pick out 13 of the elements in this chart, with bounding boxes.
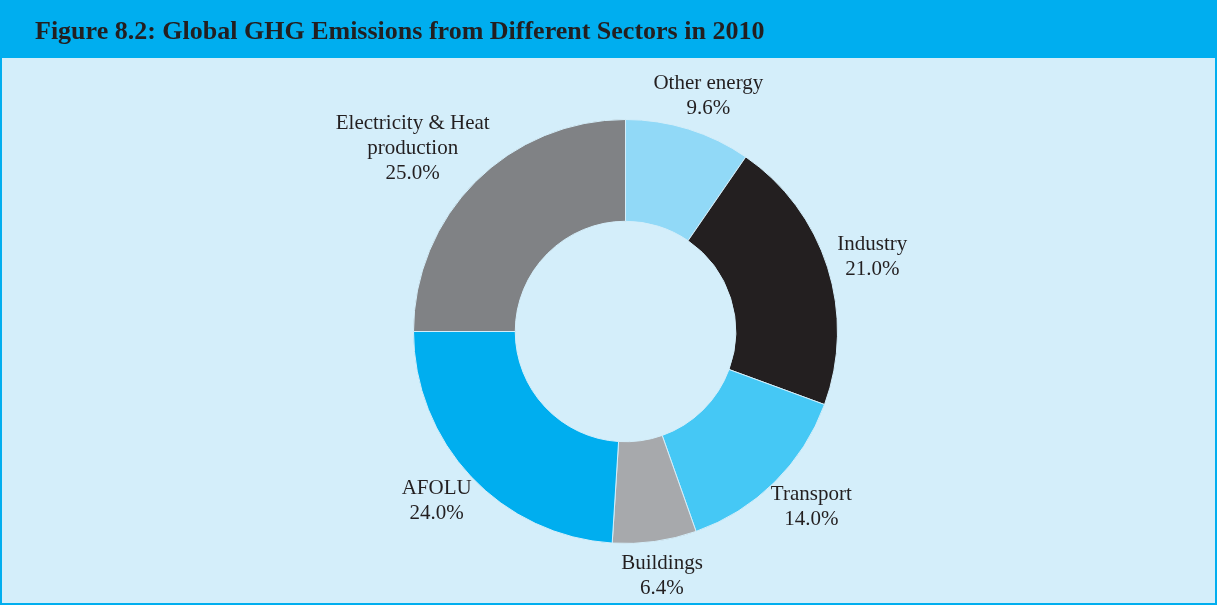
data-label: 14.0%: [784, 506, 839, 531]
slice-label: Industry: [837, 230, 908, 255]
data-label: 21.0%: [845, 255, 900, 280]
slice-label: Electricity & Heat production: [335, 109, 490, 159]
data-label: 9.6%: [686, 94, 731, 119]
slice-label: Other energy: [653, 69, 764, 94]
data-label: 24.0%: [409, 499, 464, 524]
chart-title: Figure 8.2: Global GHG Emissions from Different Sectors in 2010: [2, 0, 1215, 58]
data-label: 25.0%: [385, 159, 440, 184]
slice-label: Transport: [770, 481, 852, 506]
slice-label: AFOLU: [401, 474, 472, 499]
slice-label: Buildings: [621, 550, 703, 575]
data-label: 6.4%: [640, 575, 684, 600]
